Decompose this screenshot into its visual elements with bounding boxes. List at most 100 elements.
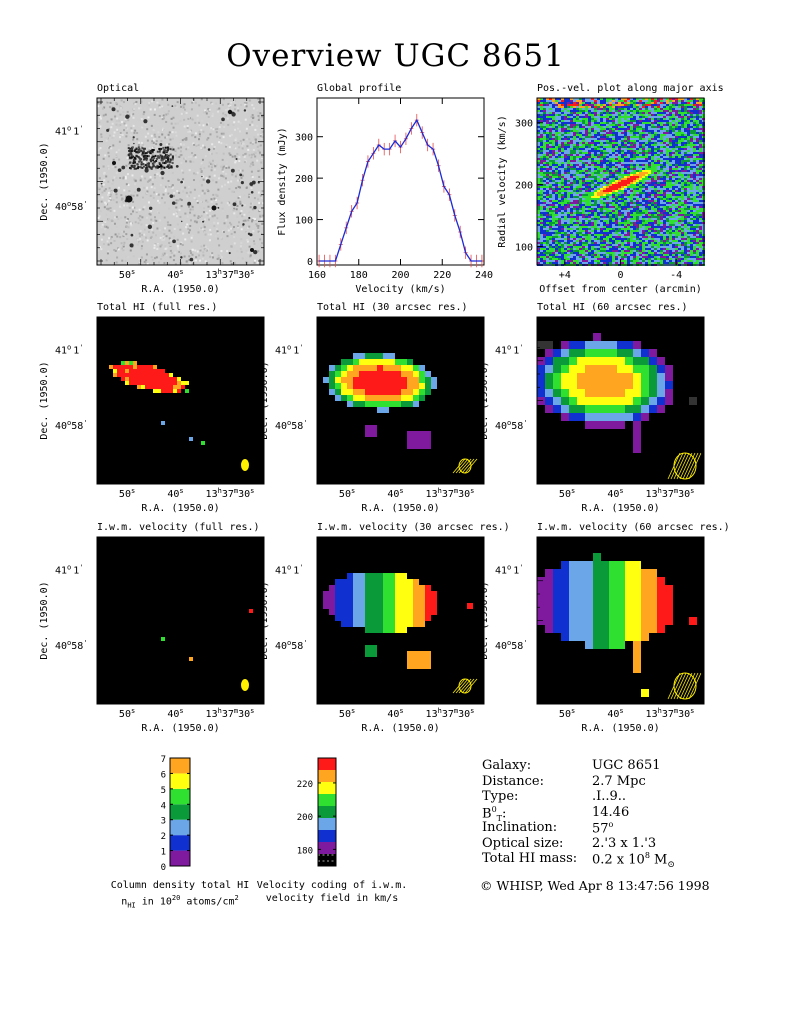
- pv-cell: [588, 118, 591, 120]
- pv-cell: [552, 190, 555, 192]
- pv-cell: [540, 208, 543, 210]
- optical-noise: [246, 145, 249, 148]
- pv-cell: [609, 198, 612, 200]
- optical-noise: [193, 220, 196, 223]
- pv-cell: [549, 132, 552, 134]
- pv-cell: [555, 124, 558, 126]
- optical-noise: [212, 147, 215, 150]
- optical-noise: [138, 241, 141, 244]
- pv-cell: [633, 100, 636, 102]
- pv-cell: [693, 158, 696, 160]
- pv-cell: [678, 128, 681, 130]
- pv-cell: [579, 142, 582, 144]
- pv-cell: [681, 158, 684, 160]
- pv-cell: [630, 188, 633, 190]
- pv-cell: [648, 138, 651, 140]
- optical-noise: [241, 144, 244, 147]
- pv-cell: [612, 138, 615, 140]
- pv-cell: [681, 116, 684, 118]
- pv-cell: [633, 174, 636, 176]
- pv-cell: [567, 124, 570, 126]
- galaxy-pixel: [165, 153, 168, 156]
- pv-cell: [630, 134, 633, 136]
- optical-noise: [185, 148, 188, 151]
- galaxy-pixel: [160, 157, 163, 160]
- galaxy-pixel: [160, 167, 163, 170]
- pv-cell: [558, 192, 561, 194]
- optical-noise: [243, 194, 246, 197]
- pv-cell: [612, 122, 615, 124]
- pv-cell: [627, 186, 630, 188]
- pv-cell: [654, 120, 657, 122]
- star: [127, 153, 131, 157]
- pv-cell: [615, 190, 618, 192]
- pv-cell: [597, 112, 600, 114]
- pv-cell: [609, 126, 612, 128]
- pv-cell: [672, 184, 675, 186]
- optical-noise: [134, 103, 137, 106]
- optical-noise: [140, 223, 143, 226]
- pv-cell: [699, 106, 702, 108]
- pv-cell: [582, 166, 585, 168]
- pv-cell: [684, 196, 687, 198]
- pv-cell: [612, 106, 615, 108]
- profile-title: Global profile: [317, 83, 401, 94]
- optical-noise: [252, 163, 255, 166]
- optical-noise: [116, 117, 119, 120]
- pv-cell: [570, 168, 573, 170]
- pv-cell: [543, 210, 546, 212]
- optical-noise: [182, 176, 185, 179]
- pv-cell: [672, 192, 675, 194]
- pv-cell: [561, 158, 564, 160]
- pv-cell: [651, 138, 654, 140]
- pv-cell: [558, 120, 561, 122]
- optical-noise: [163, 186, 166, 189]
- optical-noise: [143, 186, 146, 189]
- optical-noise: [147, 168, 150, 171]
- pv-cell: [564, 114, 567, 116]
- pv-cell: [606, 174, 609, 176]
- pv-cell: [651, 198, 654, 200]
- optical-noise: [198, 124, 201, 127]
- optical-noise: [211, 253, 214, 256]
- pv-cell: [666, 202, 669, 204]
- pv-cell: [603, 174, 606, 176]
- pv-cell: [573, 164, 576, 166]
- optical-noise: [158, 136, 161, 139]
- pv-cell: [585, 192, 588, 194]
- optical-noise: [188, 205, 191, 208]
- optical-noise: [105, 202, 108, 205]
- pv-cell: [585, 140, 588, 142]
- pv-cell: [585, 180, 588, 182]
- optical-noise: [261, 156, 264, 159]
- pv-cell: [588, 208, 591, 210]
- pv-cell: [555, 102, 558, 104]
- optical-noise: [208, 239, 211, 242]
- pv-cell: [609, 184, 612, 186]
- pv-cell: [621, 138, 624, 140]
- optical-noise: [163, 252, 166, 255]
- pv-cell: [678, 154, 681, 156]
- pv-cell: [684, 166, 687, 168]
- pv-cell: [624, 206, 627, 208]
- pv-cell: [546, 170, 549, 172]
- pv-cell: [669, 160, 672, 162]
- optical-noise: [121, 247, 124, 250]
- pv-cell: [645, 188, 648, 190]
- pv-cell: [588, 116, 591, 118]
- pv-cell: [588, 166, 591, 168]
- pv-cell: [567, 154, 570, 156]
- galaxy-pixel: [127, 147, 130, 150]
- pv-cell: [603, 146, 606, 148]
- optical-noise: [148, 147, 151, 150]
- galaxy-pixel: [166, 164, 169, 167]
- pv-cell: [543, 134, 546, 136]
- optical-noise: [161, 255, 164, 258]
- pv-cell: [591, 118, 594, 120]
- pv-cell: [567, 106, 570, 108]
- optical-noise: [153, 173, 156, 176]
- pv-cell: [555, 126, 558, 128]
- pv-cell: [666, 104, 669, 106]
- galaxy-pixel: [132, 162, 135, 165]
- pv-cell: [615, 124, 618, 126]
